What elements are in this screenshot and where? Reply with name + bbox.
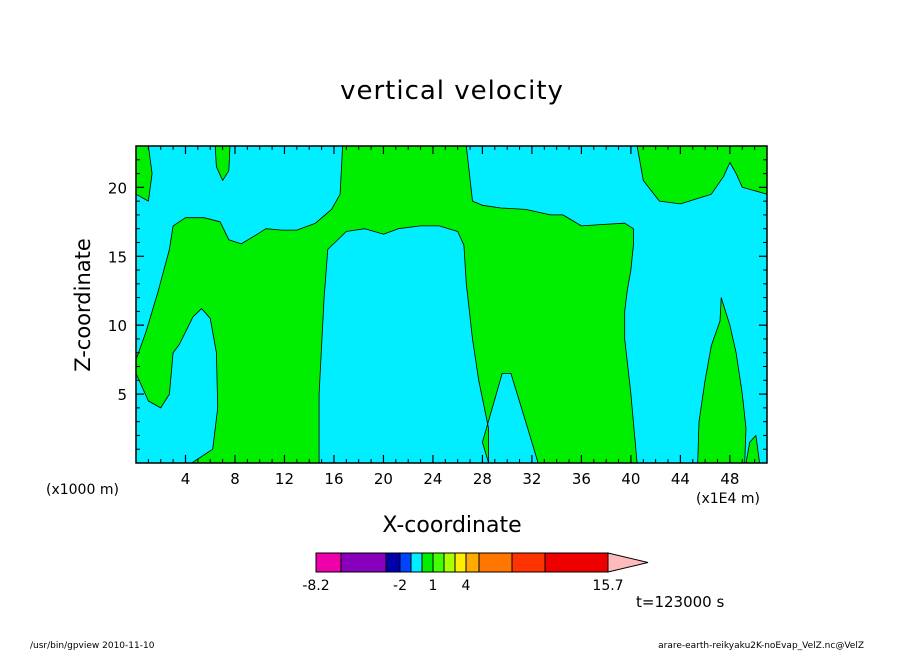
x-tick-label: 28 xyxy=(473,470,492,488)
contour-region-1 xyxy=(136,146,638,463)
contour-region-4 xyxy=(636,146,767,205)
colorbar-label: -2 xyxy=(393,578,407,594)
x-unit-left: (x1000 m) xyxy=(46,482,119,498)
x-tick-label: 24 xyxy=(423,470,442,488)
plot-frame xyxy=(135,145,768,464)
x-tick-label: 44 xyxy=(671,470,690,488)
x-axis-label: X-coordinate xyxy=(382,513,522,538)
colorbar-label: 1 xyxy=(429,578,438,594)
x-unit-right: (x1E4 m) xyxy=(696,491,760,507)
x-tick-label: 32 xyxy=(522,470,541,488)
colorbar-label: 4 xyxy=(462,578,471,594)
x-tick-label: 4 xyxy=(181,470,191,488)
x-tick-label: 36 xyxy=(572,470,591,488)
colorbar: -8.2 -2 1 4 15.7 xyxy=(302,552,649,594)
colorbar-swatch xyxy=(443,552,456,573)
colorbar-swatch xyxy=(465,552,480,573)
x-tick-label: 20 xyxy=(374,470,393,488)
colorbar-swatch xyxy=(399,552,412,573)
time-label: t=123000 s xyxy=(636,593,725,611)
colorbar-swatch xyxy=(454,552,467,573)
x-tick-label: 12 xyxy=(275,470,294,488)
y-tick-label: 20 xyxy=(108,179,127,197)
colorbar-swatch xyxy=(544,552,609,573)
colorbar-swatch xyxy=(478,552,513,573)
colorbar-swatch xyxy=(315,552,342,573)
footer-right: arare-earth-reikyaku2K-noEvap_VelZ.nc@Ve… xyxy=(658,641,864,651)
colorbar-swatch xyxy=(421,552,434,573)
colorbar-arrow xyxy=(607,552,649,573)
x-tick-label: 8 xyxy=(230,470,240,488)
contour-region-5 xyxy=(697,297,747,463)
y-axis-label: Z-coordinate xyxy=(71,238,95,372)
colorbar-swatch xyxy=(410,552,423,573)
contour-region-6 xyxy=(745,434,760,463)
x-tick-label: 48 xyxy=(720,470,739,488)
y-tick-label: 5 xyxy=(117,386,127,404)
y-tick-label: 10 xyxy=(108,317,127,335)
y-tick-label: 15 xyxy=(108,248,127,266)
colorbar-swatch xyxy=(385,552,401,573)
chart-title: vertical velocity xyxy=(340,76,564,106)
x-tick-label: 16 xyxy=(324,470,343,488)
x-tick-label: 40 xyxy=(621,470,640,488)
colorbar-swatch xyxy=(511,552,546,573)
contour-region-3 xyxy=(214,146,231,181)
colorbar-label: -8.2 xyxy=(302,578,329,594)
colorbar-swatch xyxy=(340,552,387,573)
colorbar-label: 15.7 xyxy=(592,578,623,594)
colorbar-swatch xyxy=(432,552,445,573)
footer-left: /usr/bin/gpview 2010-11-10 xyxy=(30,641,155,651)
